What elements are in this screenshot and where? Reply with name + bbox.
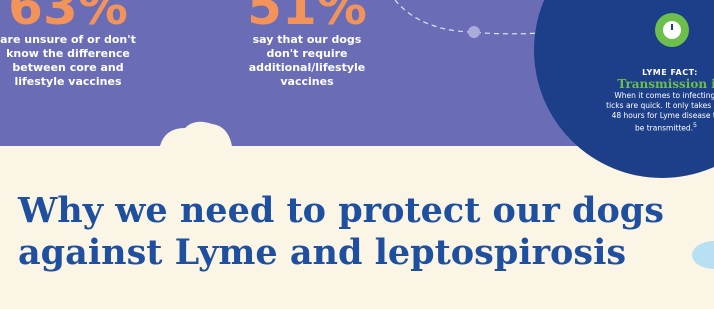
- stat-text: are unsure of or don't know the differen…: [0, 33, 136, 89]
- fact-label: LYME FACT:: [600, 68, 714, 77]
- footnote: 5: [693, 122, 697, 129]
- fact-body: When it comes to infecting, ticks are qu…: [606, 91, 714, 133]
- heading: Why we need to protect our dogs against …: [18, 190, 678, 274]
- fact-text: When it comes to infecting, ticks are qu…: [606, 91, 714, 134]
- page: 63% are unsure of or don't know the diff…: [0, 0, 714, 309]
- stat-text: say that our dogs don't require addition…: [238, 33, 376, 89]
- stat-number: 63%: [0, 0, 136, 32]
- fact-box: LYME FACT: Transmission is When it comes…: [600, 68, 714, 134]
- stat-number: 51%: [238, 0, 376, 32]
- fact-title: Transmission is: [600, 77, 714, 91]
